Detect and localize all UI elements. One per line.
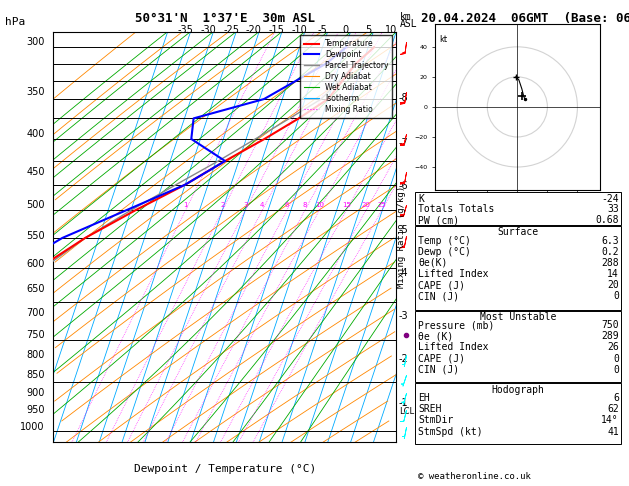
Text: CIN (J): CIN (J) <box>418 365 459 375</box>
Text: EH: EH <box>418 393 430 403</box>
Text: Mixing Ratio (g/kg): Mixing Ratio (g/kg) <box>397 186 406 288</box>
Text: θe (K): θe (K) <box>418 331 454 341</box>
Text: Temp (°C): Temp (°C) <box>418 236 471 245</box>
Text: 6.3: 6.3 <box>601 236 619 245</box>
Text: 1: 1 <box>183 202 188 208</box>
Text: 10: 10 <box>385 25 397 35</box>
Text: Lifted Index: Lifted Index <box>418 343 489 352</box>
Text: CAPE (J): CAPE (J) <box>418 280 465 290</box>
Text: -4: -4 <box>399 268 409 278</box>
Text: 850: 850 <box>26 370 45 380</box>
Text: 0: 0 <box>342 25 348 35</box>
Text: 4: 4 <box>260 202 264 208</box>
Text: 33: 33 <box>607 205 619 214</box>
Text: 800: 800 <box>26 350 45 361</box>
Text: 41: 41 <box>607 427 619 436</box>
Text: -5: -5 <box>399 225 409 235</box>
Text: 8: 8 <box>303 202 307 208</box>
Text: ASL: ASL <box>399 19 417 29</box>
Text: 2: 2 <box>220 202 225 208</box>
Text: © weatheronline.co.uk: © weatheronline.co.uk <box>418 472 531 481</box>
Text: 20: 20 <box>362 202 370 208</box>
Text: 300: 300 <box>26 37 45 48</box>
Text: 6: 6 <box>285 202 289 208</box>
Text: -30: -30 <box>201 25 216 35</box>
Text: -6: -6 <box>399 181 409 191</box>
Text: 20: 20 <box>607 280 619 290</box>
Text: 700: 700 <box>26 308 45 318</box>
Text: Surface: Surface <box>498 227 539 237</box>
Text: 0.68: 0.68 <box>596 215 619 225</box>
Text: 650: 650 <box>26 284 45 294</box>
Text: 0.2: 0.2 <box>601 247 619 257</box>
Text: SREH: SREH <box>418 404 442 414</box>
Text: 62: 62 <box>607 404 619 414</box>
Text: CIN (J): CIN (J) <box>418 292 459 301</box>
Text: -8: -8 <box>399 93 409 103</box>
Text: km: km <box>399 12 411 22</box>
Text: 500: 500 <box>26 200 45 210</box>
Text: 950: 950 <box>26 405 45 416</box>
Text: -35: -35 <box>177 25 193 35</box>
Text: 0: 0 <box>613 292 619 301</box>
Text: -7: -7 <box>399 138 409 148</box>
Text: 0: 0 <box>613 354 619 364</box>
Text: Totals Totals: Totals Totals <box>418 205 494 214</box>
Text: 750: 750 <box>601 320 619 330</box>
Text: 289: 289 <box>601 331 619 341</box>
Text: 10: 10 <box>315 202 324 208</box>
Text: 350: 350 <box>26 87 45 97</box>
Text: 900: 900 <box>26 388 45 398</box>
Text: PW (cm): PW (cm) <box>418 215 459 225</box>
Text: 26: 26 <box>607 343 619 352</box>
Text: Dewpoint / Temperature (°C): Dewpoint / Temperature (°C) <box>134 464 316 474</box>
Text: 400: 400 <box>26 129 45 139</box>
Text: Lifted Index: Lifted Index <box>418 269 489 279</box>
Text: 25: 25 <box>377 202 386 208</box>
Text: 5: 5 <box>365 25 371 35</box>
Text: StmSpd (kt): StmSpd (kt) <box>418 427 483 436</box>
Text: 750: 750 <box>26 330 45 340</box>
Text: StmDir: StmDir <box>418 416 454 425</box>
Text: 450: 450 <box>26 167 45 177</box>
Text: CAPE (J): CAPE (J) <box>418 354 465 364</box>
Text: θe(K): θe(K) <box>418 258 448 268</box>
Text: LCL: LCL <box>399 407 414 417</box>
Text: 14: 14 <box>607 269 619 279</box>
Text: 1000: 1000 <box>20 422 45 432</box>
Text: 20.04.2024  06GMT  (Base: 06): 20.04.2024 06GMT (Base: 06) <box>421 12 629 25</box>
Legend: Temperature, Dewpoint, Parcel Trajectory, Dry Adiabat, Wet Adiabat, Isotherm, Mi: Temperature, Dewpoint, Parcel Trajectory… <box>300 35 392 118</box>
Text: -2: -2 <box>399 354 409 364</box>
Text: -20: -20 <box>246 25 262 35</box>
Text: 288: 288 <box>601 258 619 268</box>
Text: kt: kt <box>439 35 447 44</box>
Text: Pressure (mb): Pressure (mb) <box>418 320 494 330</box>
Text: 3: 3 <box>243 202 248 208</box>
Text: -25: -25 <box>223 25 239 35</box>
Text: -10: -10 <box>292 25 308 35</box>
Text: K: K <box>418 194 424 204</box>
Text: hPa: hPa <box>5 17 25 27</box>
Text: -24: -24 <box>601 194 619 204</box>
Text: 550: 550 <box>26 231 45 241</box>
Text: 14°: 14° <box>601 416 619 425</box>
Text: 600: 600 <box>26 259 45 269</box>
Text: -5: -5 <box>318 25 327 35</box>
Text: -3: -3 <box>399 311 409 321</box>
Text: Hodograph: Hodograph <box>492 385 545 395</box>
Text: Most Unstable: Most Unstable <box>480 312 557 322</box>
Text: 50°31'N  1°37'E  30m ASL: 50°31'N 1°37'E 30m ASL <box>135 12 315 25</box>
Text: -1: -1 <box>399 398 409 408</box>
Text: 0: 0 <box>613 365 619 375</box>
Text: Dewp (°C): Dewp (°C) <box>418 247 471 257</box>
Text: -15: -15 <box>269 25 285 35</box>
Text: 6: 6 <box>613 393 619 403</box>
Text: 15: 15 <box>342 202 351 208</box>
